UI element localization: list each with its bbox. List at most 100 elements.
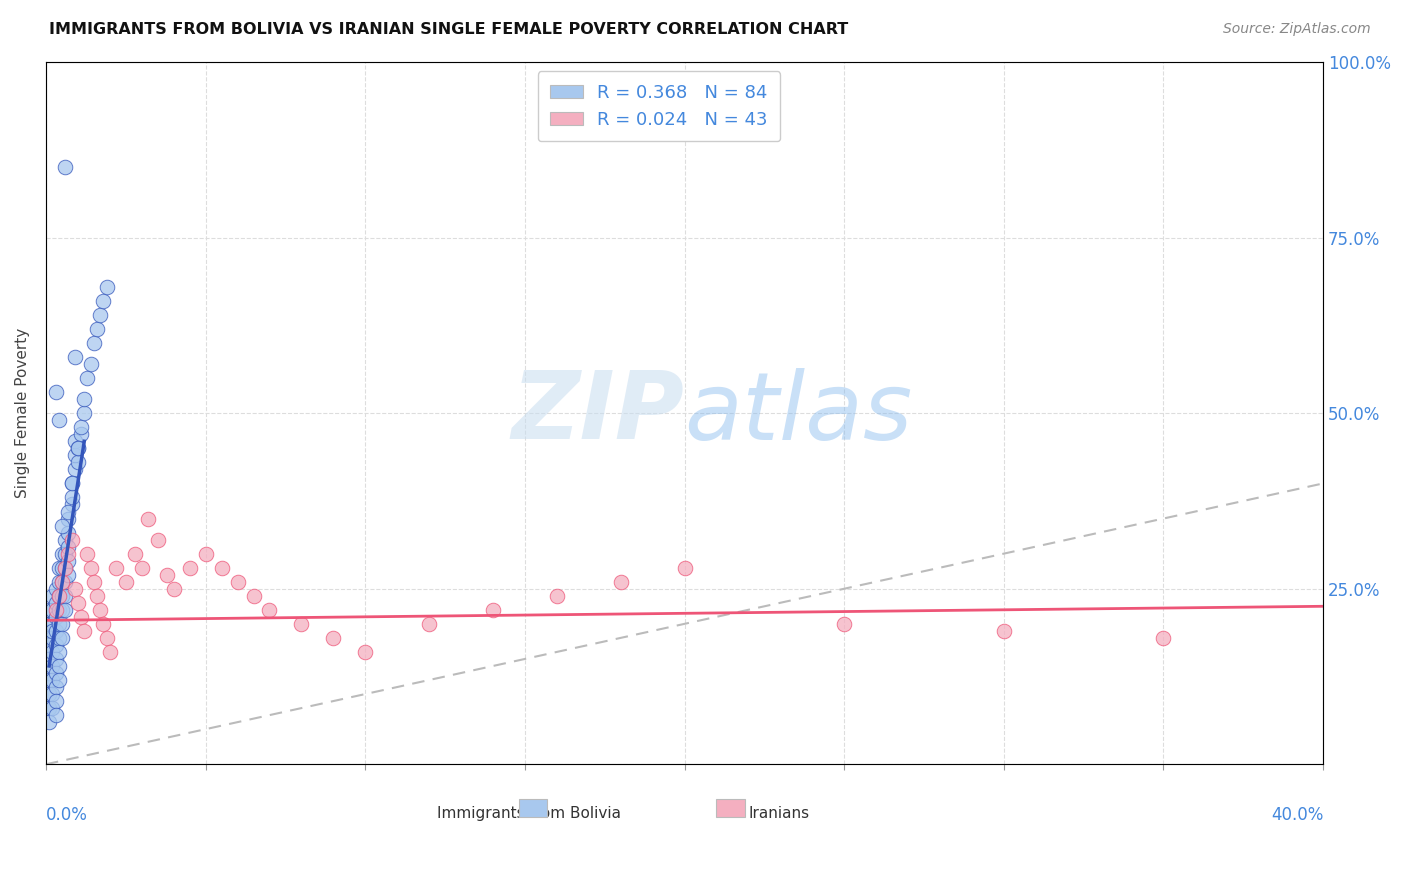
Point xyxy=(38,638,60,652)
Point xyxy=(124,547,146,561)
Point xyxy=(51,574,73,589)
Point xyxy=(136,511,159,525)
Point xyxy=(58,567,80,582)
Point xyxy=(38,603,60,617)
Point xyxy=(194,547,217,561)
Point xyxy=(105,560,128,574)
Legend: R = 0.368   N = 84, R = 0.024   N = 43: R = 0.368 N = 84, R = 0.024 N = 43 xyxy=(537,71,780,142)
Point xyxy=(163,582,186,596)
Point xyxy=(38,715,60,730)
Point xyxy=(354,645,377,659)
Point xyxy=(45,582,67,596)
Point xyxy=(70,427,93,442)
Point xyxy=(38,687,60,701)
Point xyxy=(45,596,67,610)
Point xyxy=(89,603,111,617)
Point xyxy=(63,462,86,476)
Point xyxy=(66,442,89,456)
Point xyxy=(58,540,80,554)
Text: Source: ZipAtlas.com: Source: ZipAtlas.com xyxy=(1223,22,1371,37)
Point xyxy=(89,308,111,322)
Point xyxy=(290,616,312,631)
Point xyxy=(38,701,60,715)
Text: IMMIGRANTS FROM BOLIVIA VS IRANIAN SINGLE FEMALE POVERTY CORRELATION CHART: IMMIGRANTS FROM BOLIVIA VS IRANIAN SINGL… xyxy=(49,22,848,37)
Point xyxy=(114,574,136,589)
Point xyxy=(53,589,76,603)
Point xyxy=(41,687,63,701)
Point xyxy=(76,371,98,385)
Point xyxy=(86,589,108,603)
Point xyxy=(41,673,63,687)
Point xyxy=(41,631,63,645)
Point xyxy=(63,434,86,449)
Point xyxy=(60,476,83,491)
Point xyxy=(48,589,70,603)
Point xyxy=(48,645,70,659)
Point xyxy=(93,293,115,308)
Point xyxy=(58,511,80,525)
Point xyxy=(993,624,1015,638)
Point xyxy=(48,574,70,589)
Point xyxy=(51,616,73,631)
Point xyxy=(131,560,153,574)
Point xyxy=(41,701,63,715)
Point xyxy=(45,385,67,400)
Point xyxy=(76,547,98,561)
Point xyxy=(51,574,73,589)
Point xyxy=(41,603,63,617)
Y-axis label: Single Female Poverty: Single Female Poverty xyxy=(15,328,30,499)
Text: 0.0%: 0.0% xyxy=(46,806,87,824)
Point xyxy=(226,574,249,589)
Point xyxy=(48,589,70,603)
Point xyxy=(45,638,67,652)
Point xyxy=(79,357,101,371)
Point xyxy=(66,596,89,610)
Point xyxy=(96,631,118,645)
Point xyxy=(45,680,67,694)
Bar xyxy=(519,799,547,817)
Point xyxy=(48,631,70,645)
Point xyxy=(73,392,96,406)
Point xyxy=(70,420,93,434)
Point xyxy=(211,560,233,574)
Point xyxy=(48,560,70,574)
Point xyxy=(53,603,76,617)
Point xyxy=(41,616,63,631)
Point xyxy=(45,665,67,680)
Point xyxy=(60,476,83,491)
Point xyxy=(38,631,60,645)
Point xyxy=(86,322,108,336)
Point xyxy=(53,547,76,561)
Point xyxy=(63,350,86,364)
Point xyxy=(179,560,201,574)
Text: Immigrants from Bolivia: Immigrants from Bolivia xyxy=(437,806,620,822)
Point xyxy=(93,616,115,631)
Point xyxy=(79,560,101,574)
Point xyxy=(146,533,169,547)
Point xyxy=(48,413,70,427)
Point xyxy=(41,659,63,673)
Point xyxy=(418,616,440,631)
Point xyxy=(45,708,67,723)
Point xyxy=(51,603,73,617)
Point xyxy=(58,504,80,518)
Point xyxy=(98,645,121,659)
Point xyxy=(48,603,70,617)
Point xyxy=(51,547,73,561)
Point xyxy=(41,624,63,638)
Point xyxy=(38,616,60,631)
Text: atlas: atlas xyxy=(685,368,912,458)
Point xyxy=(48,616,70,631)
Point xyxy=(51,589,73,603)
Point xyxy=(73,406,96,420)
Point xyxy=(242,589,264,603)
Point xyxy=(60,498,83,512)
Point xyxy=(38,673,60,687)
Point xyxy=(73,624,96,638)
Point xyxy=(51,560,73,574)
Point xyxy=(51,518,73,533)
Text: 40.0%: 40.0% xyxy=(1271,806,1323,824)
Point xyxy=(45,624,67,638)
Point xyxy=(60,533,83,547)
Point xyxy=(48,673,70,687)
